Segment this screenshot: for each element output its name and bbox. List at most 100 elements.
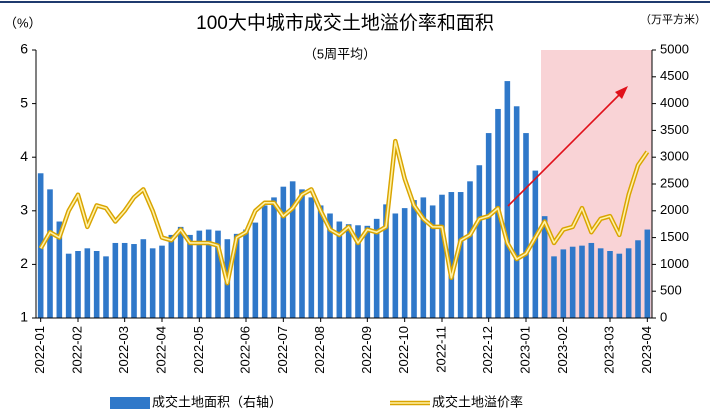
- bar: [336, 221, 343, 318]
- bar: [159, 245, 165, 318]
- bar: [579, 245, 585, 318]
- bar: [541, 216, 548, 318]
- bar: [65, 253, 72, 318]
- x-tick-label: 2023-01: [517, 326, 532, 374]
- x-tick-label: 2022-06: [237, 326, 252, 374]
- y2-tick-label: 3500: [660, 122, 689, 137]
- bar: [644, 229, 651, 318]
- bar: [261, 205, 268, 318]
- trend-arrow: [507, 91, 623, 207]
- arrow-head: [615, 86, 628, 99]
- bar: [485, 133, 492, 318]
- y2-tick-label: 3000: [660, 149, 689, 164]
- bar: [299, 189, 305, 318]
- bar: [47, 189, 53, 318]
- x-tick-label: 2023-03: [601, 326, 616, 374]
- bar: [289, 181, 296, 318]
- bar: [317, 205, 324, 318]
- y-tick-label: 2: [20, 255, 28, 271]
- y-tick-label: 4: [20, 148, 28, 164]
- bar: [271, 197, 277, 318]
- bar: [532, 170, 539, 318]
- bar: [373, 218, 380, 318]
- x-tick-label: 2023-04: [639, 326, 654, 374]
- bar: [308, 197, 315, 318]
- legend-label: 成交土地面积（右轴）: [152, 394, 282, 409]
- bar: [597, 248, 604, 318]
- bar: [392, 213, 399, 318]
- bar: [448, 192, 455, 318]
- bar: [168, 234, 175, 318]
- x-tick-label: 2022-02: [69, 326, 84, 374]
- bar: [233, 233, 240, 318]
- y-tick-label: 3: [20, 202, 28, 218]
- x-tick-label: 2022-09: [359, 326, 374, 374]
- bar: [616, 253, 623, 318]
- bar: [280, 186, 287, 318]
- y2-tick-label: 500: [660, 283, 682, 298]
- chart-title: 100大中城市成交土地溢价率和面积: [196, 12, 494, 34]
- bar: [635, 240, 641, 318]
- bar: [523, 133, 529, 318]
- bar: [215, 230, 221, 318]
- bar: [149, 248, 156, 318]
- bar: [401, 208, 408, 318]
- bar: [429, 205, 436, 318]
- bar: [504, 81, 511, 318]
- x-tick-label: 2022-10: [396, 326, 411, 374]
- y-tick-label: 1: [20, 309, 28, 325]
- bar: [551, 256, 557, 318]
- bar: [411, 200, 417, 318]
- x-tick-label: 2022-07: [275, 326, 290, 374]
- x-tick-label: 2022-12: [480, 326, 495, 374]
- bar: [439, 194, 445, 318]
- bar: [84, 248, 91, 318]
- x-tick-label: 2022-11: [433, 326, 448, 373]
- bar: [607, 251, 613, 318]
- bar: [513, 106, 520, 318]
- bar: [205, 229, 212, 318]
- chart-subtitle: （5周平均）: [304, 46, 376, 61]
- bar: [243, 229, 249, 318]
- y-unit: （%）: [4, 15, 42, 30]
- y2-tick-label: 4500: [660, 68, 689, 83]
- y2-tick-label: 1000: [660, 256, 689, 271]
- bar: [196, 230, 203, 318]
- x-tick-label: 2022-04: [153, 326, 168, 374]
- bar: [121, 242, 128, 318]
- bar: [457, 192, 464, 318]
- y-tick-label: 5: [20, 94, 28, 110]
- bar: [560, 249, 567, 318]
- legend-swatch: [110, 397, 150, 409]
- bar: [140, 239, 147, 318]
- x-tick-label: 2022-01: [32, 326, 47, 374]
- y2-tick-label: 1500: [660, 229, 689, 244]
- bar: [112, 242, 119, 318]
- y2-tick-label: 4000: [660, 95, 689, 110]
- y2-tick-label: 2500: [660, 175, 689, 190]
- line: [39, 140, 648, 284]
- y2-tick-label: 5000: [660, 41, 689, 56]
- bar: [355, 225, 361, 318]
- x-tick-label: 2022-05: [191, 326, 206, 374]
- bar: [383, 204, 389, 318]
- legend-label: 成交土地溢价率: [432, 394, 523, 409]
- x-tick-label: 2022-03: [116, 326, 131, 374]
- bar: [75, 251, 81, 318]
- y2-tick-label: 2000: [660, 202, 689, 217]
- bar: [476, 165, 483, 318]
- bar: [327, 213, 333, 318]
- bar: [364, 225, 371, 318]
- bar: [420, 197, 427, 318]
- bar: [177, 226, 184, 318]
- bar: [93, 251, 100, 318]
- bar: [187, 234, 193, 318]
- y-tick-label: 6: [20, 41, 28, 57]
- bar: [625, 248, 632, 318]
- bar: [588, 242, 595, 318]
- x-tick-label: 2023-02: [555, 326, 570, 374]
- bar: [252, 222, 259, 318]
- bar: [103, 256, 109, 318]
- y2-tick-label: 0: [660, 309, 667, 324]
